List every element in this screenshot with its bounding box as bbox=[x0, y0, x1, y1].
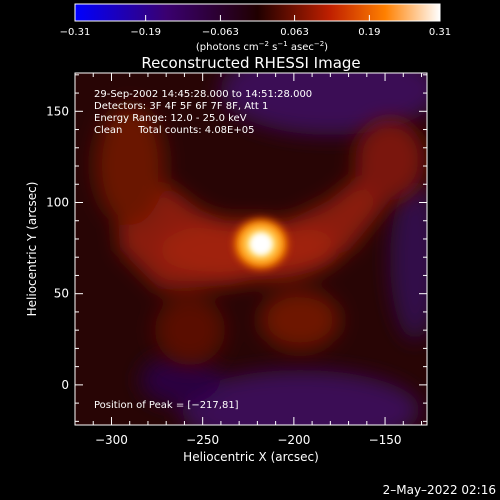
heatmap-image bbox=[75, 73, 427, 425]
colorbar-tick-label: 0.063 bbox=[280, 27, 309, 38]
info-line-detectors: Detectors: 3F 4F 5F 6F 7F 8F, Att 1 bbox=[94, 101, 268, 112]
y-axis-label: Heliocentric Y (arcsec) bbox=[25, 182, 39, 317]
x-tick-label: −300 bbox=[95, 433, 128, 447]
y-axis: 0 50 100 150 bbox=[46, 74, 427, 422]
y-tick-label: 0 bbox=[61, 378, 69, 392]
x-tick-label: −250 bbox=[186, 433, 219, 447]
y-tick-label: 150 bbox=[46, 104, 69, 118]
colorbar bbox=[74, 3, 441, 22]
chart-title: Reconstructed RHESSI Image bbox=[141, 54, 360, 72]
colorbar-unit-label: (photons cm−2 s−1 asec−2) bbox=[196, 40, 328, 53]
colorbar-tick-label: −0.19 bbox=[130, 27, 161, 38]
colorbar-tick-label: −0.31 bbox=[60, 27, 91, 38]
info-line-time: 29-Sep-2002 14:45:28.000 to 14:51:28.000 bbox=[94, 89, 312, 100]
x-axis: −300 −250 −200 −150 bbox=[74, 73, 423, 447]
plot-frame bbox=[74, 72, 428, 426]
colorbar-tick-label: −0.063 bbox=[202, 27, 239, 38]
x-tick-label: −150 bbox=[369, 433, 402, 447]
colorbar-tick-label: 0.19 bbox=[358, 27, 380, 38]
peak-position-text: Position of Peak = [−217,81] bbox=[94, 400, 239, 411]
y-tick-label: 100 bbox=[46, 195, 69, 209]
info-line-counts: Clean Total counts: 4.08E+05 bbox=[94, 125, 254, 136]
footer-date: 2–May–2022 02:16 bbox=[383, 483, 496, 497]
y-tick-label: 50 bbox=[54, 287, 69, 301]
colorbar-tick-label: 0.31 bbox=[429, 27, 451, 38]
x-tick-label: −200 bbox=[277, 433, 310, 447]
info-line-energy: Energy Range: 12.0 - 25.0 keV bbox=[94, 113, 247, 124]
observation-info: 29-Sep-2002 14:45:28.000 to 14:51:28.000… bbox=[94, 89, 312, 136]
colorbar-ticks: −0.31 −0.19 −0.063 0.063 0.19 0.31 bbox=[60, 15, 451, 38]
x-axis-label: Heliocentric X (arcsec) bbox=[183, 450, 319, 464]
